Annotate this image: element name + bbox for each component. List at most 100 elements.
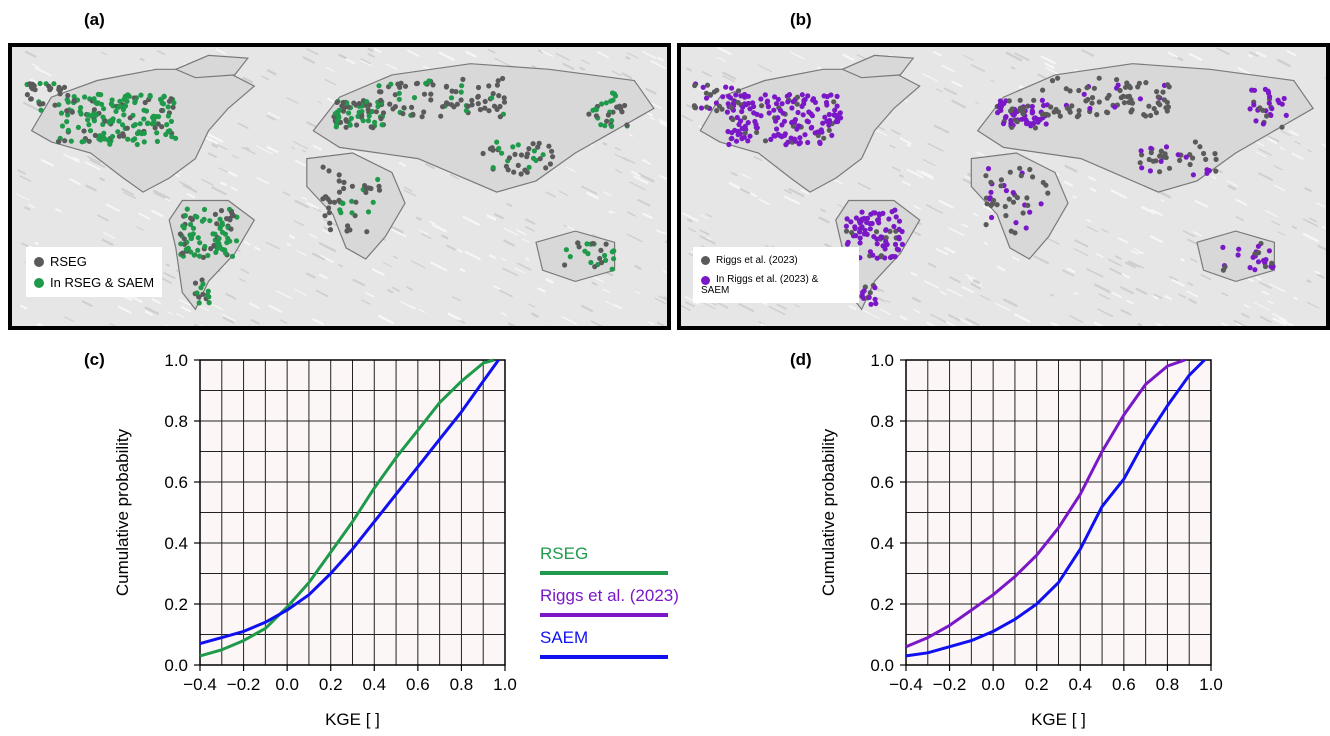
station-dot-highlight (333, 124, 339, 130)
station-dot (421, 91, 428, 97)
station-dot (592, 264, 598, 270)
station-dot (413, 81, 420, 87)
station-dot-highlight (214, 246, 220, 252)
station-dot-highlight (1175, 152, 1181, 158)
station-dot (742, 130, 748, 136)
continent-shape (306, 152, 406, 260)
station-dot-highlight (775, 96, 781, 102)
station-dot (1104, 95, 1110, 101)
station-dot-highlight (742, 123, 748, 129)
station-dot-highlight (729, 85, 735, 91)
station-dot (1085, 96, 1091, 103)
station-dot (24, 92, 30, 98)
station-dot-highlight (1190, 172, 1196, 178)
station-dot-highlight (788, 135, 794, 141)
station-dot (590, 240, 596, 247)
station-dot (1018, 173, 1024, 179)
station-dot (562, 262, 568, 268)
station-dot (1117, 87, 1123, 94)
station-dot-highlight (233, 238, 240, 244)
station-dot (460, 76, 466, 82)
station-dot (428, 97, 434, 103)
station-dot (353, 199, 359, 205)
station-dot-highlight (182, 213, 188, 219)
station-dot-highlight (530, 155, 537, 161)
station-dot (120, 133, 127, 139)
station-dot (984, 201, 990, 207)
station-dot (1063, 86, 1069, 92)
station-dot (1154, 89, 1160, 95)
station-dot-highlight (739, 108, 745, 115)
station-dot-highlight (602, 123, 608, 129)
station-dot (576, 244, 582, 250)
station-dot-highlight (762, 92, 768, 98)
station-dot (1067, 88, 1073, 94)
station-dot-highlight (219, 220, 225, 226)
station-dot-highlight (883, 227, 889, 233)
station-dot-highlight (423, 80, 429, 86)
station-dot-highlight (592, 106, 599, 112)
station-dot-highlight (732, 127, 738, 133)
station-dot-highlight (1019, 116, 1025, 122)
station-dot (91, 107, 97, 113)
station-dot-highlight (1283, 112, 1289, 118)
station-dot (40, 101, 46, 107)
station-dot-highlight (365, 118, 371, 124)
x-tick-label: −0.2 (933, 675, 967, 694)
station-dot (1164, 99, 1170, 105)
station-dot (1055, 75, 1061, 81)
station-dot-highlight (1255, 259, 1262, 265)
cdf-chart-d: −0.4 −0.2 0.0 0.2 0.4 0.6 0.8 1.0 0.0 0.2 0.4 0.6 0.… (806, 350, 1236, 736)
station-dot-highlight (64, 119, 70, 125)
station-dot-highlight (817, 139, 823, 145)
station-dot (1148, 112, 1154, 119)
station-dot (735, 88, 742, 94)
station-dot (1057, 113, 1063, 119)
x-tick-label: 0.8 (450, 675, 474, 694)
station-dot-highlight (758, 113, 764, 119)
station-dot-highlight (797, 140, 803, 146)
station-dot-highlight (206, 294, 212, 300)
station-dot-highlight (1138, 148, 1144, 154)
station-dot (1213, 156, 1219, 162)
station-dot-highlight (59, 123, 66, 129)
station-dot (762, 138, 769, 144)
station-dot-highlight (826, 111, 832, 118)
station-dot (703, 90, 709, 96)
station-dot-highlight (56, 102, 62, 108)
station-dot (397, 84, 403, 90)
station-dot-highlight (1087, 105, 1093, 112)
station-dot-highlight (789, 105, 795, 111)
station-dot-highlight (875, 217, 881, 223)
station-dot-highlight (78, 111, 84, 117)
station-dot-highlight (773, 101, 780, 107)
station-dot-highlight (733, 92, 739, 98)
station-dot-highlight (153, 114, 159, 120)
station-dot (711, 89, 718, 95)
station-dot-highlight (832, 107, 838, 113)
station-dot (345, 223, 351, 229)
station-dot (366, 185, 372, 191)
legend-label-riggs-saem: In Riggs et al. (2023) & (716, 274, 819, 285)
y-tick-label: 0.2 (164, 595, 188, 614)
station-dot-highlight (154, 138, 160, 144)
station-dot-highlight (494, 139, 500, 145)
station-dot (1166, 165, 1173, 171)
y-axis-label: Cumulative probability (113, 428, 132, 596)
station-dot (1064, 105, 1070, 111)
station-dot (56, 139, 62, 145)
station-dot (500, 75, 506, 82)
station-dot (214, 221, 220, 227)
station-dot (1089, 95, 1096, 101)
station-dot (336, 189, 343, 195)
station-dot-highlight (843, 223, 849, 229)
station-dot (1264, 113, 1270, 119)
station-dot-highlight (802, 97, 808, 103)
panel-label-d: (d) (790, 350, 812, 369)
station-dot-highlight (611, 91, 618, 97)
station-dot (458, 97, 464, 103)
station-dot-highlight (834, 93, 840, 99)
station-dot-highlight (1000, 121, 1007, 127)
station-dot-highlight (379, 122, 385, 128)
station-dot (344, 228, 350, 234)
